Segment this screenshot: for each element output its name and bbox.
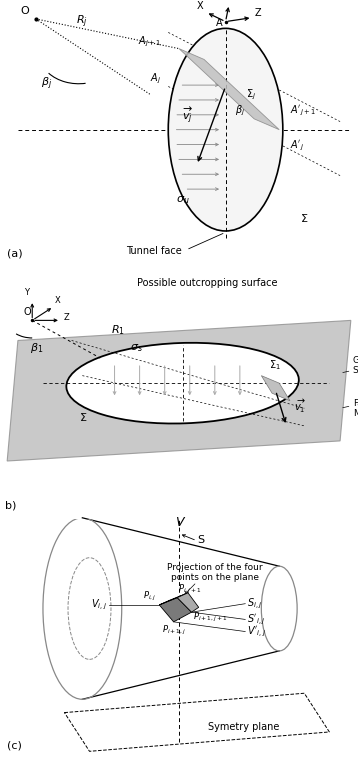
Text: $\Sigma_j$: $\Sigma_j$ bbox=[246, 88, 256, 102]
Text: Y: Y bbox=[24, 288, 29, 298]
Text: Z: Z bbox=[63, 314, 69, 323]
Text: $V'_{i,j}$: $V'_{i,j}$ bbox=[247, 624, 266, 638]
Text: $R_1$: $R_1$ bbox=[111, 323, 125, 336]
Text: Failure
Mechanism: Failure Mechanism bbox=[353, 399, 358, 418]
Text: $A_{j+1}$: $A_{j+1}$ bbox=[138, 35, 161, 49]
Text: $\Sigma$: $\Sigma$ bbox=[300, 212, 309, 224]
Text: $P_{i+1,j+1}$: $P_{i+1,j+1}$ bbox=[193, 611, 227, 624]
Text: O: O bbox=[23, 307, 31, 317]
Text: $\sigma_u$: $\sigma_u$ bbox=[176, 194, 189, 205]
Text: Tunnel face: Tunnel face bbox=[126, 246, 182, 256]
Polygon shape bbox=[7, 320, 351, 461]
Text: $\overrightarrow{v_1}$: $\overrightarrow{v_1}$ bbox=[294, 397, 305, 415]
Text: $\beta_j$: $\beta_j$ bbox=[41, 76, 52, 92]
Text: S: S bbox=[197, 535, 204, 545]
Text: (c): (c) bbox=[7, 741, 22, 751]
Text: Symetry plane: Symetry plane bbox=[208, 721, 279, 731]
Text: X: X bbox=[197, 1, 203, 11]
Text: $R_j$: $R_j$ bbox=[76, 14, 88, 30]
Polygon shape bbox=[179, 49, 279, 129]
Text: b): b) bbox=[5, 501, 16, 511]
Text: Possible outcropping surface: Possible outcropping surface bbox=[137, 278, 278, 288]
Text: $P_{i,j}$: $P_{i,j}$ bbox=[144, 590, 157, 603]
Text: V: V bbox=[175, 516, 183, 529]
Text: Projection of the four
points on the plane: Projection of the four points on the pla… bbox=[167, 562, 263, 582]
Text: Ground
Surface: Ground Surface bbox=[353, 356, 358, 375]
Text: $\Sigma$: $\Sigma$ bbox=[79, 411, 87, 423]
Text: $V_{i,j}$: $V_{i,j}$ bbox=[91, 597, 107, 612]
Text: (a): (a) bbox=[6, 249, 22, 259]
Text: A: A bbox=[216, 18, 222, 28]
Text: $\sigma_s$: $\sigma_s$ bbox=[130, 342, 142, 355]
Text: $\overrightarrow{v_j}$: $\overrightarrow{v_j}$ bbox=[182, 106, 194, 126]
Polygon shape bbox=[177, 593, 199, 612]
Text: $S_{i,j}$: $S_{i,j}$ bbox=[247, 597, 262, 611]
Text: $P_{i,j+1}$: $P_{i,j+1}$ bbox=[178, 583, 202, 596]
Text: $\Sigma_1$: $\Sigma_1$ bbox=[268, 358, 280, 372]
Text: $P_{i+1,j}$: $P_{i+1,j}$ bbox=[161, 623, 186, 637]
Text: $S'_{i,j}$: $S'_{i,j}$ bbox=[247, 613, 266, 626]
Polygon shape bbox=[261, 376, 290, 401]
Text: $A'_j$: $A'_j$ bbox=[290, 139, 304, 154]
Text: O: O bbox=[21, 5, 29, 15]
Polygon shape bbox=[159, 593, 188, 605]
Ellipse shape bbox=[168, 28, 283, 231]
Text: $A'_{j+1}$: $A'_{j+1}$ bbox=[290, 103, 316, 118]
Text: X: X bbox=[55, 296, 61, 305]
Text: $\beta_j$: $\beta_j$ bbox=[235, 103, 245, 118]
Text: $\beta_1$: $\beta_1$ bbox=[30, 340, 44, 355]
Polygon shape bbox=[159, 597, 192, 622]
Text: Z: Z bbox=[255, 8, 261, 18]
Ellipse shape bbox=[66, 342, 299, 424]
Text: $A_j$: $A_j$ bbox=[150, 72, 161, 86]
